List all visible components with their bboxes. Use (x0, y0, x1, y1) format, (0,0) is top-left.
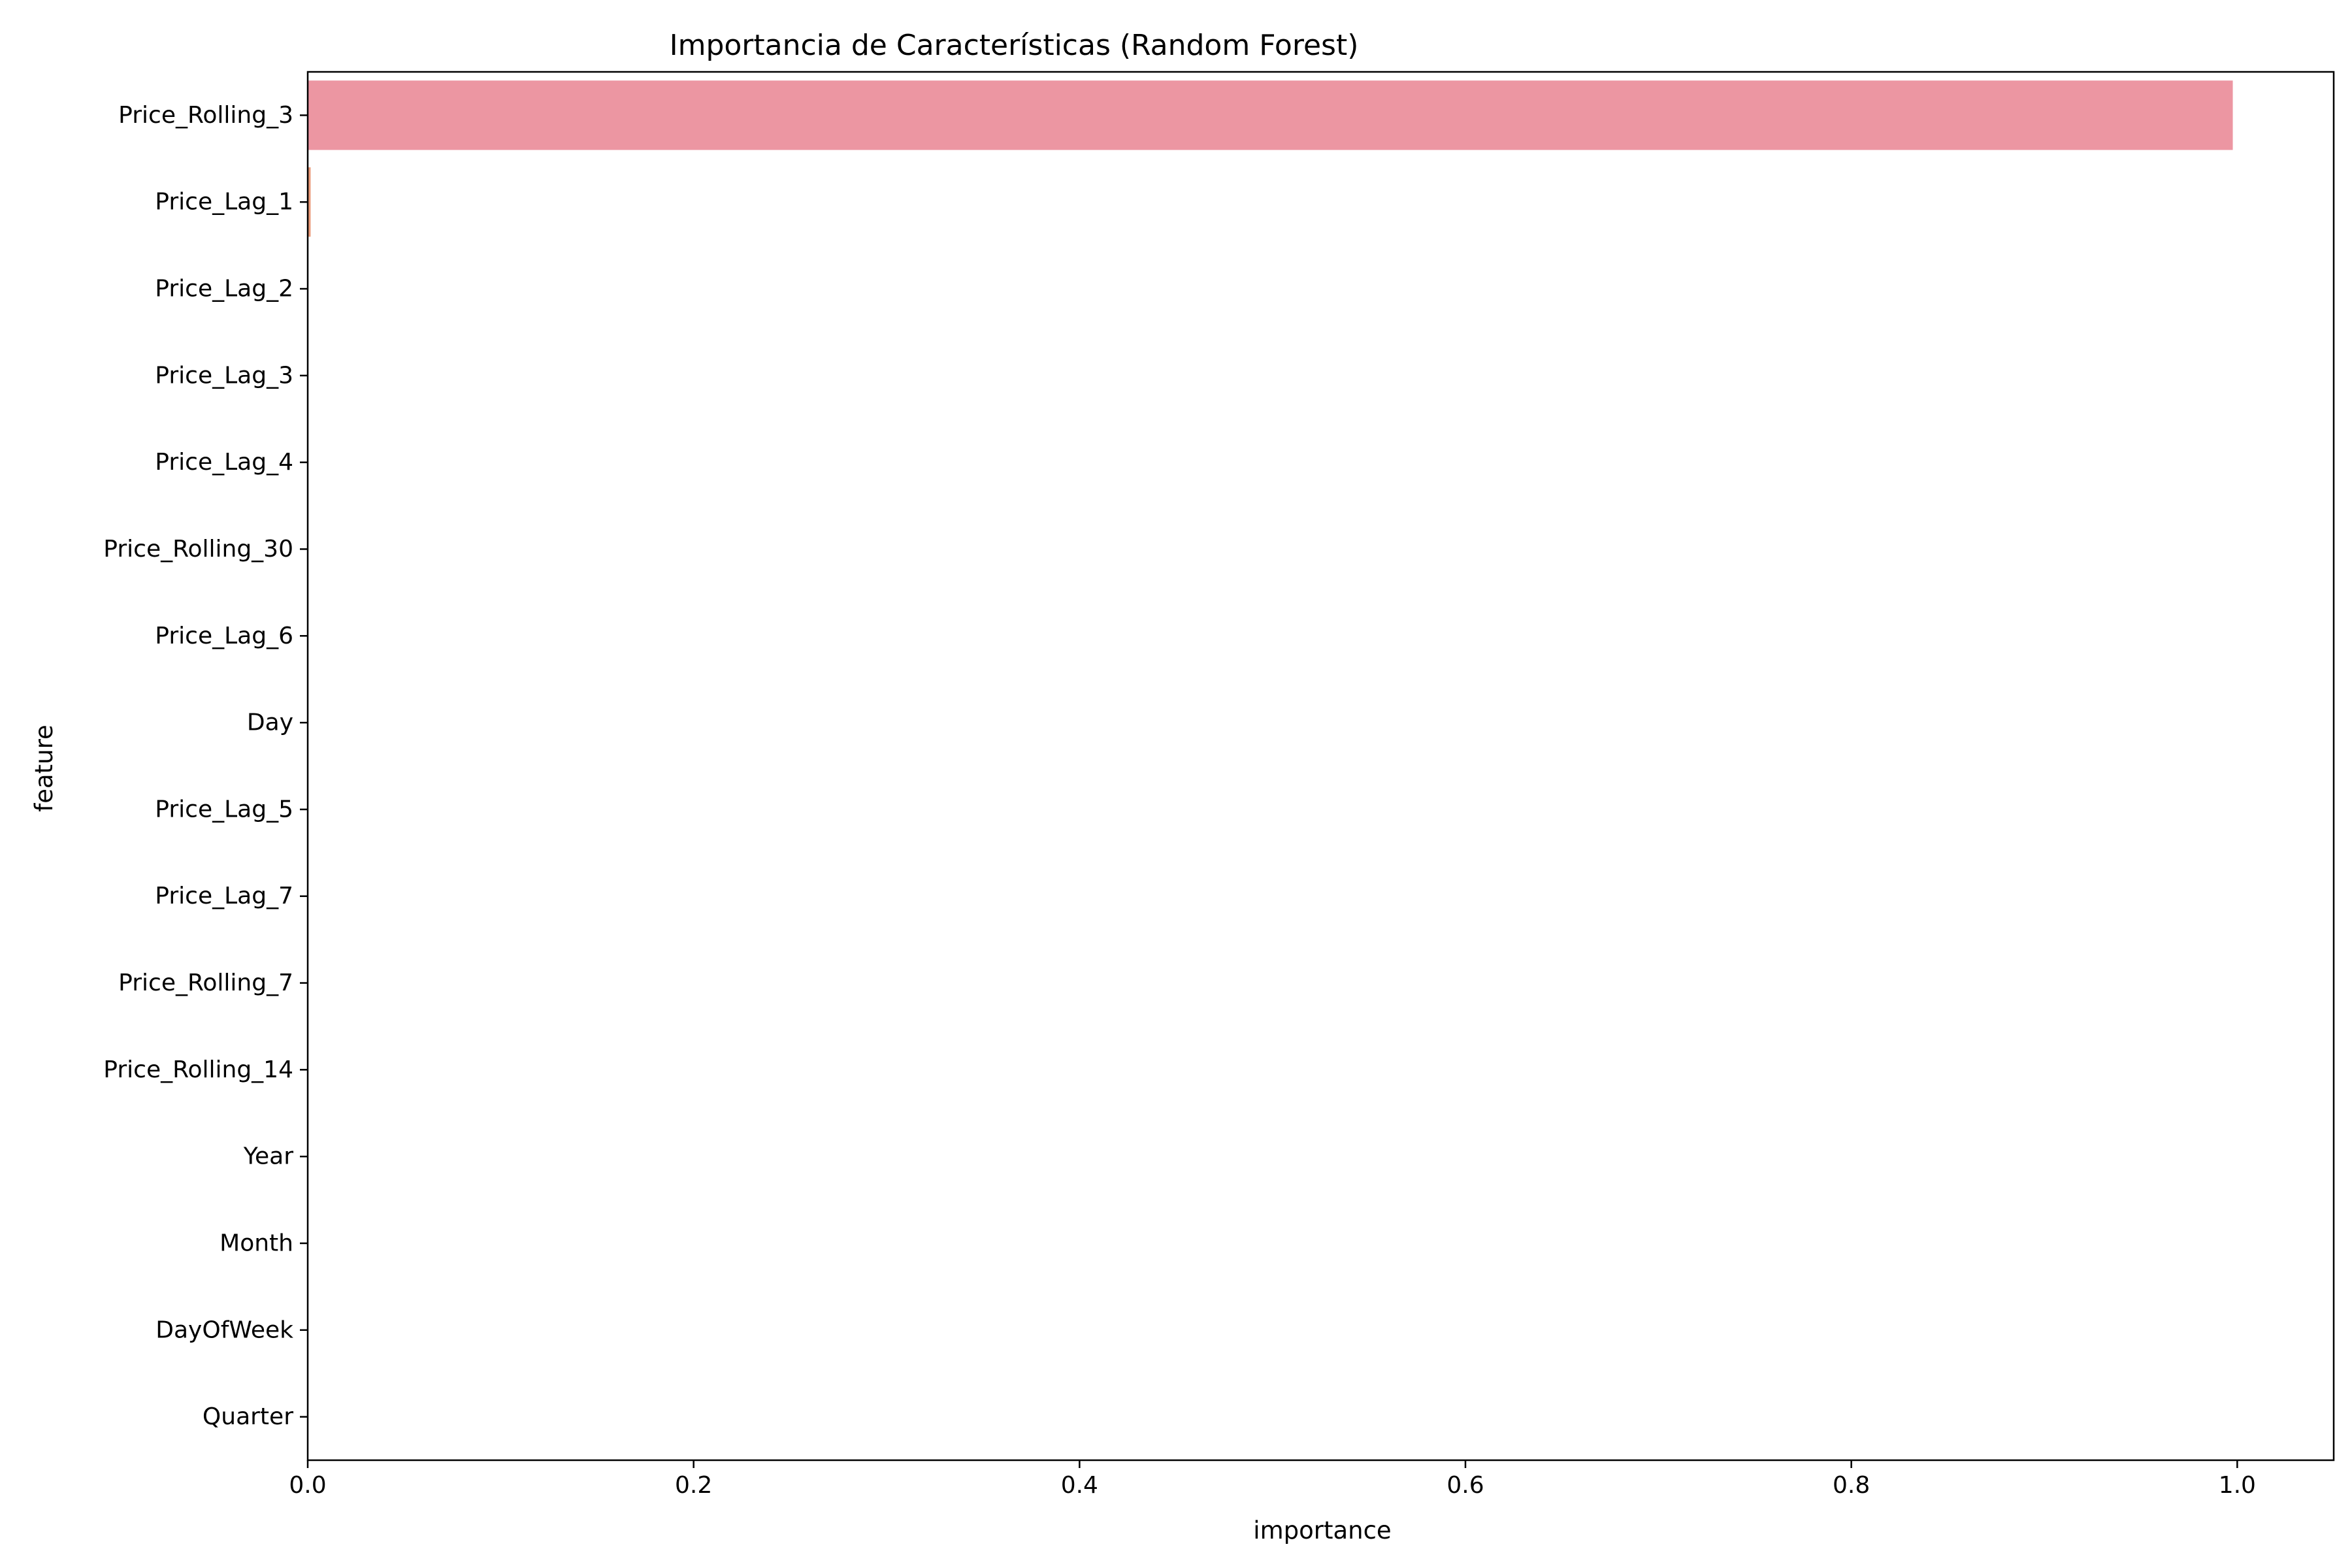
y-tick-label: Price_Lag_5 (155, 796, 293, 823)
x-tick-label: 0.8 (1833, 1472, 1870, 1499)
x-tick-label: 0.6 (1446, 1472, 1484, 1499)
y-tick-label: Price_Lag_6 (155, 623, 293, 649)
y-tick-label: Year (243, 1143, 293, 1170)
x-tick-label: 0.2 (675, 1472, 712, 1499)
y-tick-label: Price_Rolling_30 (103, 536, 293, 563)
y-tick-label: Day (247, 710, 293, 736)
y-tick-label: Price_Rolling_14 (103, 1056, 293, 1083)
y-tick-label: Price_Lag_3 (155, 362, 293, 389)
axes-frame (306, 71, 2335, 1462)
y-tick-label: Price_Lag_7 (155, 883, 293, 909)
y-axis-title: feature (30, 725, 58, 812)
y-tick-label: DayOfWeek (155, 1316, 293, 1343)
x-tick-label: 0.0 (289, 1472, 326, 1499)
y-tick-label: Price_Rolling_7 (118, 970, 293, 996)
y-tick-label: Month (220, 1230, 293, 1256)
x-tick-label: 0.4 (1061, 1472, 1098, 1499)
y-tick-label: Price_Lag_4 (155, 449, 293, 476)
plot-area: Price_Rolling_3 Price_Lag_1 Price_Lag_2 Pri… (103, 71, 2335, 1499)
x-tick-label: 1.0 (2219, 1472, 2256, 1499)
y-tick-label: Price_Lag_2 (155, 276, 293, 302)
y-tick-label: Price_Rolling_3 (118, 102, 293, 129)
bar-price-lag-1 (308, 167, 311, 237)
bar-price-rolling-3 (308, 80, 2233, 150)
x-axis-title: importance (1253, 1516, 1391, 1544)
y-tick-label: Price_Lag_1 (155, 189, 293, 216)
chart-title: Importancia de Características (Random F… (670, 29, 1359, 62)
y-tick-label: Quarter (203, 1403, 293, 1430)
